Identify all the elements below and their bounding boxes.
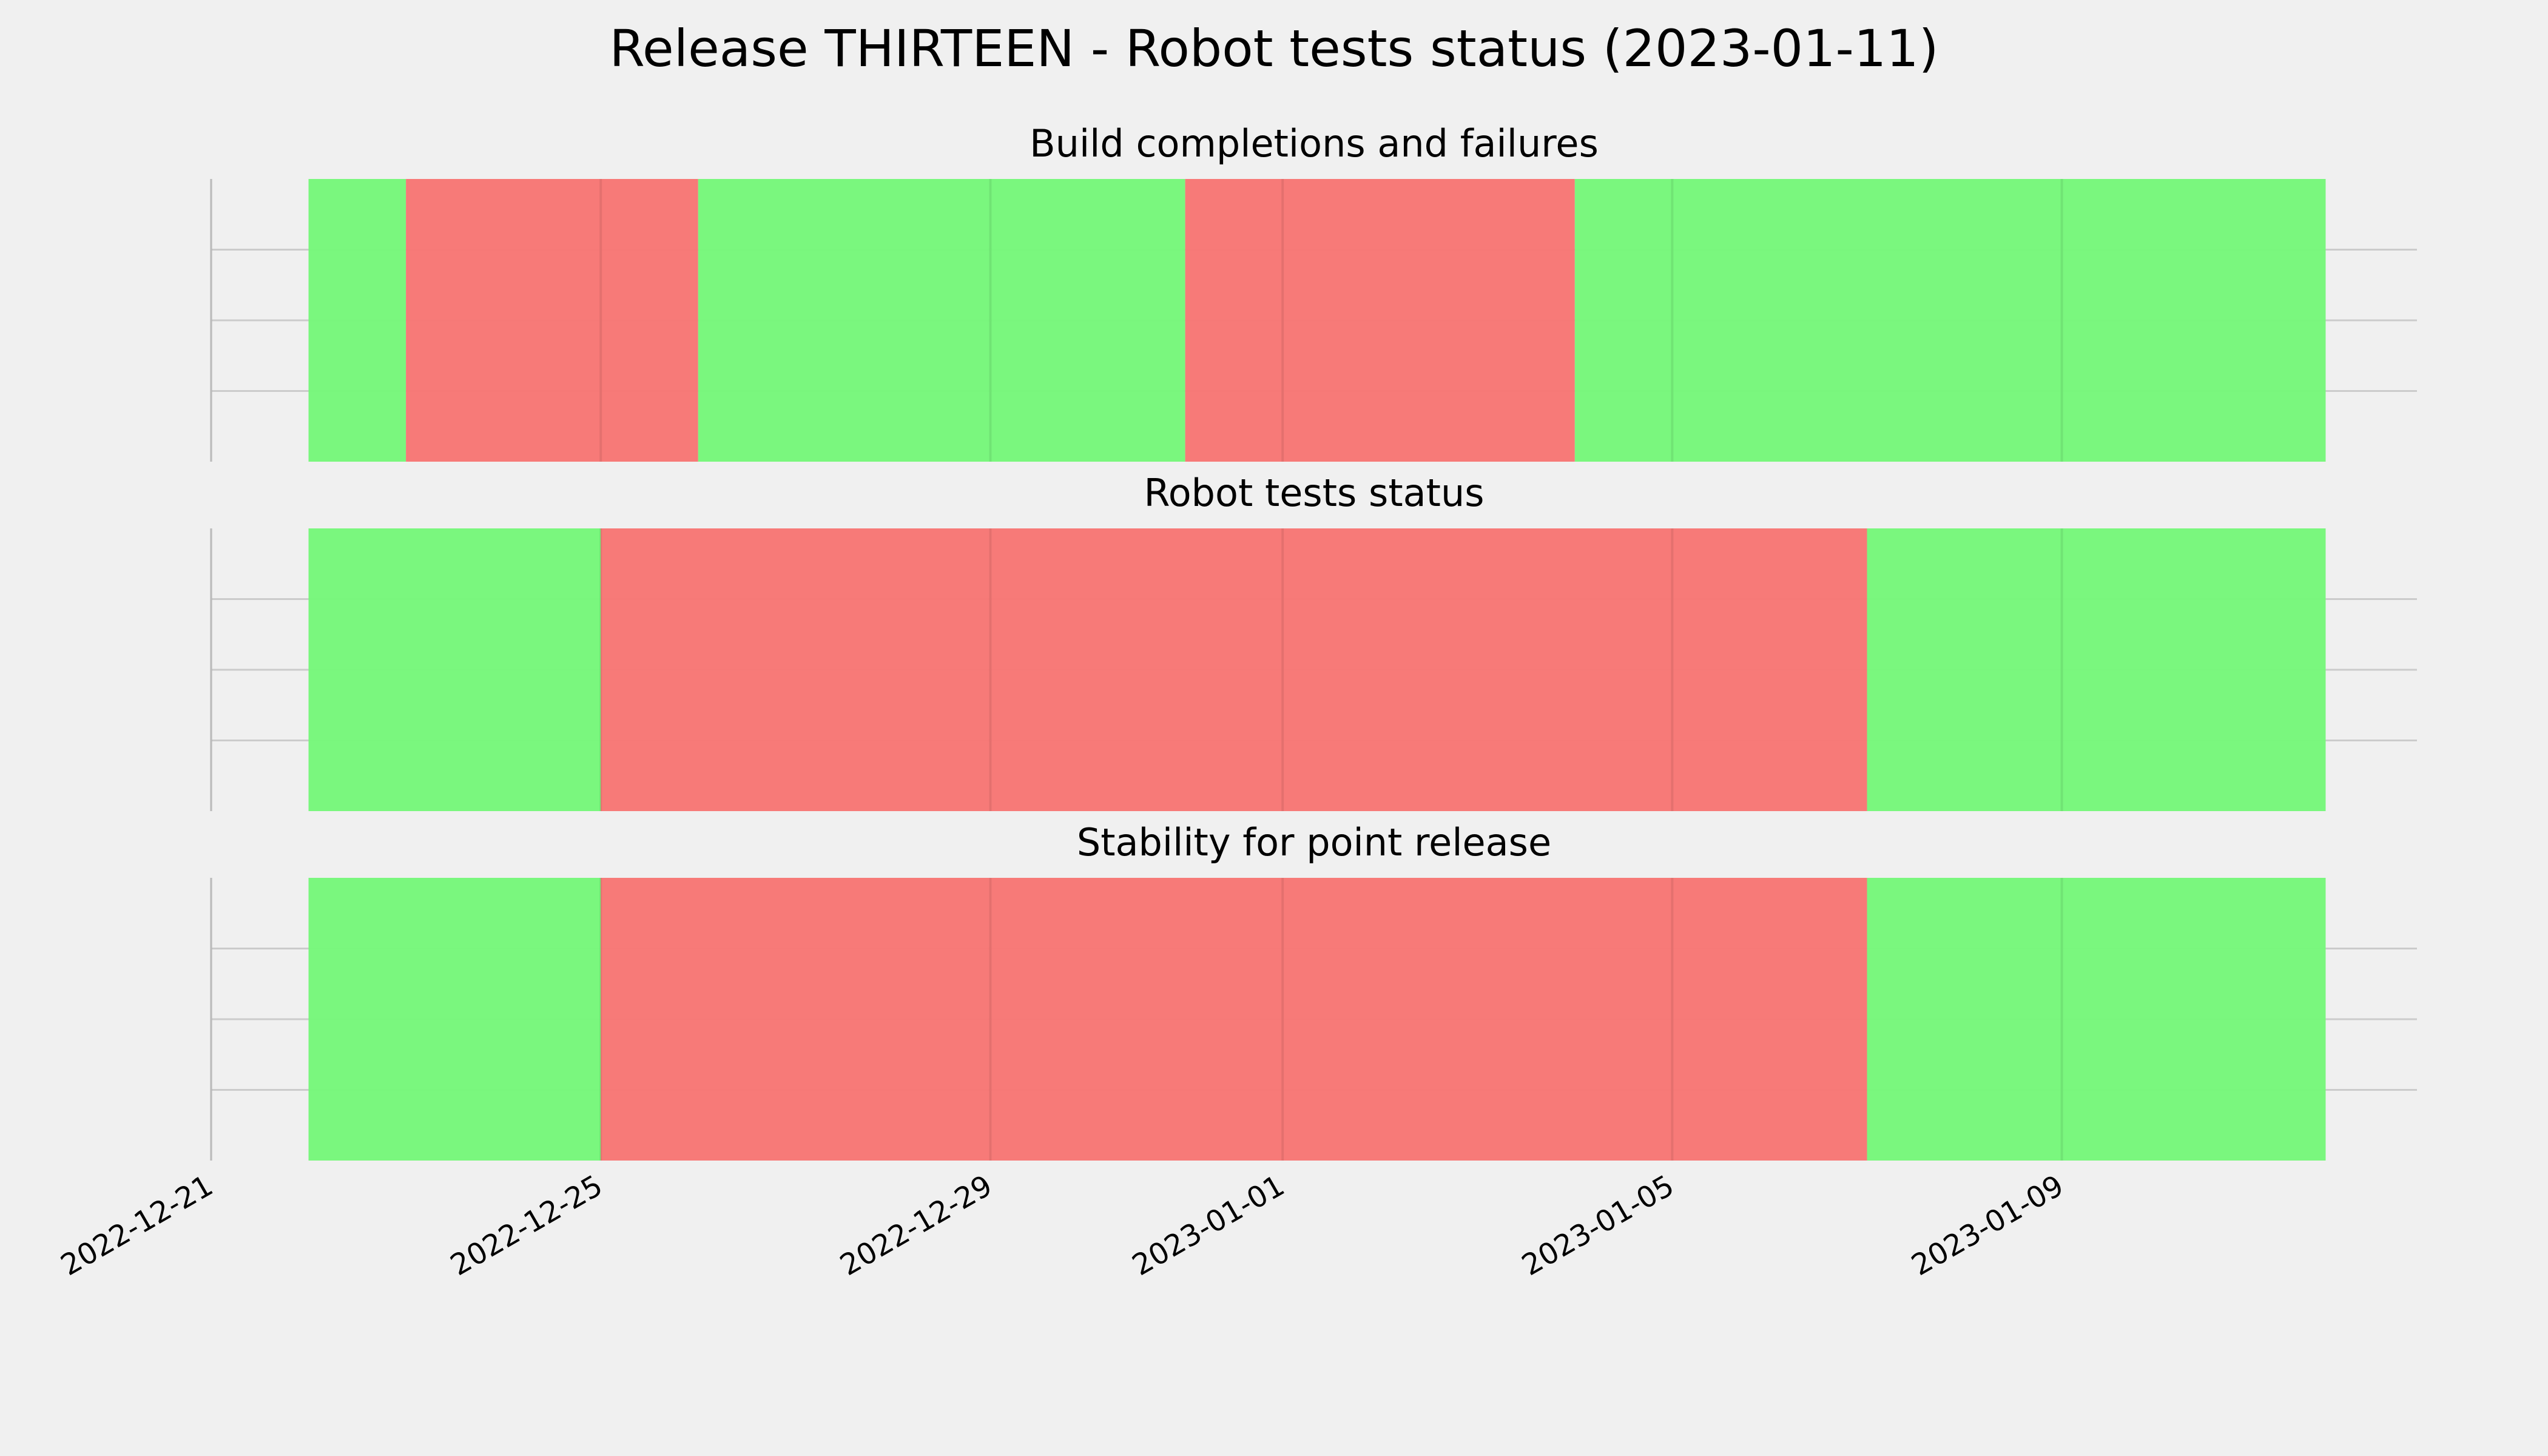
status-span xyxy=(406,179,698,462)
status-span xyxy=(308,878,601,1161)
panel-title: Stability for point release xyxy=(1077,820,1551,864)
status-span xyxy=(1185,179,1575,462)
status-span xyxy=(308,179,406,462)
status-span xyxy=(1867,878,2326,1161)
status-span xyxy=(601,878,1867,1161)
status-span xyxy=(601,528,1867,811)
panel-title: Build completions and failures xyxy=(1030,121,1599,166)
status-span xyxy=(308,528,601,811)
chart-title: Release THIRTEEN - Robot tests status (2… xyxy=(609,19,1938,78)
panel-title: Robot tests status xyxy=(1144,471,1484,515)
status-span xyxy=(1867,528,2326,811)
status-span xyxy=(1574,179,2326,462)
status-span xyxy=(698,179,1185,462)
